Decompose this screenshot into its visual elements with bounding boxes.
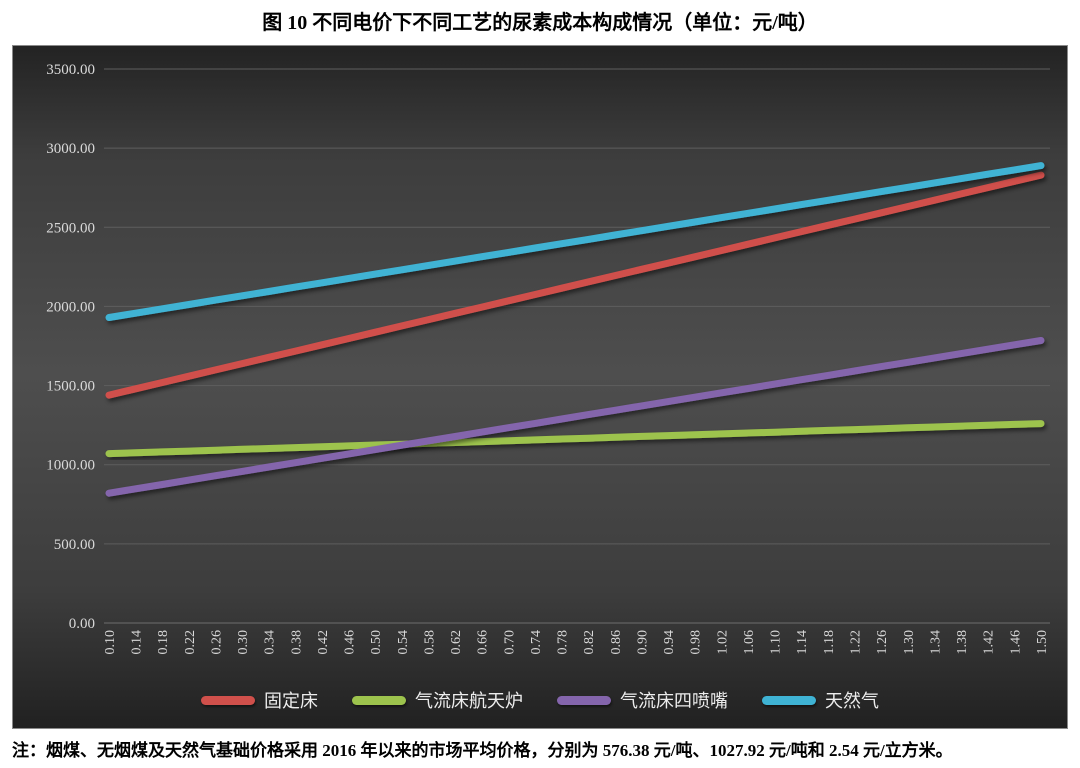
x-tick-label: 1.42 [982, 630, 997, 655]
x-tick-label: 0.70 [502, 630, 517, 655]
x-tick-label: 1.10 [769, 630, 784, 655]
footnote: 注：烟煤、无烟煤及天然气基础价格采用 2016 年以来的市场平均价格，分别为 5… [12, 741, 953, 760]
x-tick-label: 0.74 [529, 630, 544, 655]
x-tick-label: 1.46 [1008, 630, 1023, 655]
x-tick-label: 1.38 [955, 630, 970, 655]
y-tick-label: 1500.00 [46, 379, 95, 395]
x-tick-label: 1.50 [1035, 630, 1050, 655]
legend-line-swatch [762, 695, 816, 705]
legend-item: 气流床四喷嘴 [557, 687, 728, 713]
x-tick-label: 0.54 [396, 630, 411, 655]
y-tick-label: 2500.00 [46, 220, 95, 236]
x-tick-label: 1.22 [849, 630, 864, 655]
x-tick-label: 0.94 [662, 630, 677, 655]
legend-label: 气流床四喷嘴 [620, 691, 728, 711]
legend-label: 固定床 [264, 691, 318, 711]
line-chart-plot: 0.00 500.00 1000.00 1500.00 2000.00 2500.00 30… [46, 62, 1050, 655]
chart-legend: 固定床 气流床航天炉 气流床四喷嘴 天然气 [13, 687, 1067, 713]
series-lines [105, 162, 1045, 497]
x-tick-label: 0.98 [689, 630, 704, 655]
x-tick-label: 1.30 [902, 630, 917, 655]
x-tick-label: 1.18 [822, 630, 837, 655]
x-tick-label: 1.02 [715, 630, 730, 655]
x-tick-label: 0.50 [369, 630, 384, 655]
legend-label: 气流床航天炉 [415, 691, 523, 711]
legend-line-swatch [557, 695, 611, 705]
x-tick-label: 0.18 [156, 630, 171, 655]
x-tick-label: 0.86 [609, 630, 624, 655]
x-tick-label: 0.58 [422, 630, 437, 655]
x-tick-label: 0.90 [635, 630, 650, 655]
legend-line-swatch [352, 695, 406, 705]
x-tick-label: 0.10 [103, 630, 118, 655]
y-tick-label: 3000.00 [46, 141, 95, 157]
series-line-气流床航天炉 [105, 420, 1045, 458]
legend-line-swatch [201, 695, 255, 705]
x-tick-label: 1.14 [795, 630, 810, 655]
legend-label: 天然气 [825, 691, 879, 711]
x-tick-label: 0.82 [582, 630, 597, 655]
y-tick-label: 3500.00 [46, 62, 95, 78]
x-tick-label: 0.34 [263, 630, 278, 655]
legend-item: 天然气 [762, 687, 879, 713]
x-tick-label: 1.34 [928, 630, 943, 655]
legend-item: 气流床航天炉 [352, 687, 523, 713]
x-tick-label: 0.78 [556, 630, 571, 655]
x-tick-label: 0.14 [130, 630, 145, 655]
x-tick-label: 0.26 [209, 630, 224, 655]
y-axis-tick-labels: 0.00 500.00 1000.00 1500.00 2000.00 2500.00 30… [46, 62, 95, 632]
y-tick-label: 0.00 [69, 616, 95, 632]
x-tick-label: 0.38 [289, 630, 304, 655]
series-line-气流床四喷嘴 [105, 337, 1045, 497]
y-tick-label: 500.00 [54, 537, 95, 553]
legend-item: 固定床 [201, 687, 318, 713]
x-tick-label: 0.22 [183, 630, 198, 655]
y-tick-label: 2000.00 [46, 299, 95, 315]
x-tick-label: 0.66 [476, 630, 491, 655]
gridlines [104, 68, 1050, 624]
x-axis-tick-labels: 0.10 0.14 0.18 0.22 0.26 0.30 0.34 0.38 0.42 0.46… [103, 630, 1050, 655]
x-tick-label: 0.42 [316, 630, 331, 655]
x-tick-label: 0.30 [236, 630, 251, 655]
series-line-固定床 [105, 171, 1045, 399]
x-tick-label: 0.46 [343, 630, 358, 655]
chart-title: 图 10 不同电价下不同工艺的尿素成本构成情况（单位：元/吨） [262, 12, 818, 34]
series-line-天然气 [105, 162, 1045, 321]
x-tick-label: 0.62 [449, 630, 464, 655]
x-tick-label: 1.06 [742, 630, 757, 655]
y-tick-label: 1000.00 [46, 458, 95, 474]
chart-area: 0.00 500.00 1000.00 1500.00 2000.00 2500.00 30… [12, 45, 1068, 729]
x-tick-label: 1.26 [875, 630, 890, 655]
